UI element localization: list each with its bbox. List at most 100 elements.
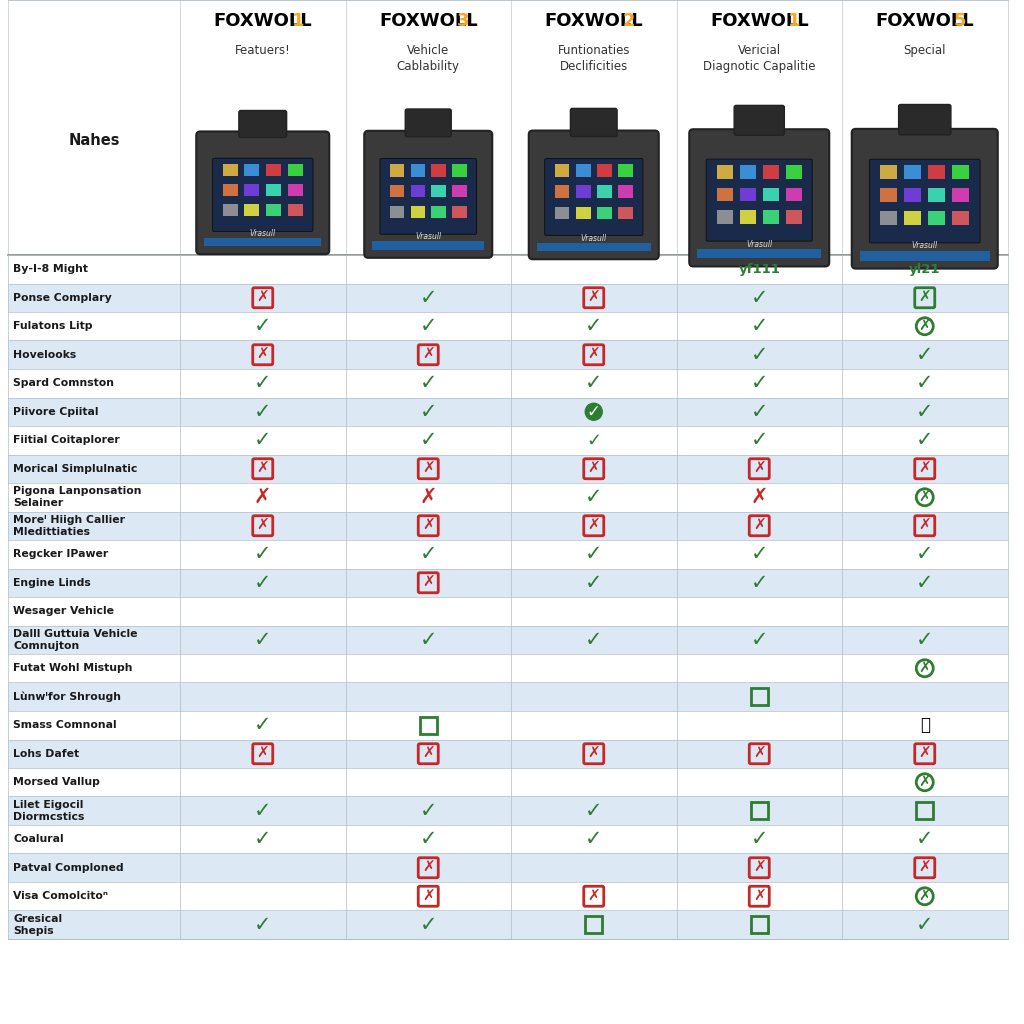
Text: ✗: ✗ <box>588 347 600 362</box>
Text: ✓: ✓ <box>254 715 271 735</box>
Bar <box>8 654 1008 683</box>
Text: ✗: ✗ <box>919 889 931 904</box>
Text: Regcker IPawer: Regcker IPawer <box>13 549 109 559</box>
Text: ✗: ✗ <box>422 347 434 362</box>
Bar <box>555 185 569 198</box>
Text: ✓: ✓ <box>916 345 934 365</box>
Text: Fiitial Coitaplorer: Fiitial Coitaplorer <box>13 435 120 445</box>
Bar <box>245 164 259 176</box>
Text: Hovelooks: Hovelooks <box>13 350 76 359</box>
Text: ✓: ✓ <box>585 572 602 593</box>
Bar <box>717 187 733 202</box>
Text: ✓: ✓ <box>254 630 271 650</box>
Bar <box>288 204 303 216</box>
Bar <box>8 455 1008 483</box>
Text: ✓: ✓ <box>916 829 934 849</box>
Text: Smass Comnonal: Smass Comnonal <box>13 720 117 730</box>
Text: Visa Comolcitoⁿ: Visa Comolcitoⁿ <box>13 891 108 901</box>
Text: ✓: ✓ <box>751 374 768 393</box>
FancyBboxPatch shape <box>239 111 287 137</box>
Text: ✗: ✗ <box>919 860 931 876</box>
Text: ✓: ✓ <box>751 829 768 849</box>
FancyBboxPatch shape <box>545 159 643 236</box>
Text: ✓: ✓ <box>420 544 437 564</box>
Text: 3: 3 <box>457 12 470 30</box>
Text: Vericial
Diagnotic Capalitie: Vericial Diagnotic Capalitie <box>703 44 815 73</box>
Text: ✗: ✗ <box>422 461 434 476</box>
Bar <box>266 184 282 196</box>
Text: Patval Comploned: Patval Comploned <box>13 863 124 872</box>
Bar <box>597 185 611 198</box>
Text: Lohs Dafet: Lohs Dafet <box>13 749 79 759</box>
Bar <box>763 187 778 202</box>
Text: ✓: ✓ <box>751 316 768 336</box>
Text: ✓: ✓ <box>420 430 437 451</box>
Text: ✗: ✗ <box>753 860 766 876</box>
Text: ✗: ✗ <box>422 518 434 534</box>
Text: ✓: ✓ <box>916 430 934 451</box>
FancyBboxPatch shape <box>852 129 997 268</box>
Bar <box>952 165 969 179</box>
Bar <box>717 210 733 224</box>
Text: ✗: ✗ <box>256 347 269 362</box>
Text: ✗: ✗ <box>919 775 931 790</box>
FancyBboxPatch shape <box>197 131 330 254</box>
Bar <box>8 312 1008 341</box>
Bar <box>8 483 1008 512</box>
Bar <box>881 165 897 179</box>
Text: Vrasull: Vrasull <box>581 233 607 243</box>
Bar <box>288 184 303 196</box>
Bar <box>785 187 802 202</box>
Bar <box>8 255 1008 284</box>
Text: ✗: ✗ <box>588 290 600 305</box>
Text: Funtionaties
Declificities: Funtionaties Declificities <box>557 44 630 73</box>
Text: ✗: ✗ <box>919 461 931 476</box>
Bar <box>8 369 1008 397</box>
Text: Gresical
Shepis: Gresical Shepis <box>13 914 62 936</box>
Text: ✓: ✓ <box>751 544 768 564</box>
Bar <box>881 211 897 225</box>
Bar <box>8 284 1008 312</box>
Text: 5: 5 <box>953 12 966 30</box>
Text: Ponse Complary: Ponse Complary <box>13 293 112 303</box>
Text: ✗: ✗ <box>919 318 931 334</box>
Bar <box>431 164 445 176</box>
Bar <box>222 164 238 176</box>
Bar <box>618 164 633 177</box>
Text: Dalll Guttuia Vehicle
Comnujton: Dalll Guttuia Vehicle Comnujton <box>13 629 137 650</box>
Text: ✓: ✓ <box>254 430 271 451</box>
Bar <box>751 688 768 706</box>
Text: ✓: ✓ <box>587 402 601 421</box>
Bar <box>222 184 238 196</box>
Bar <box>697 249 821 258</box>
Bar <box>266 204 282 216</box>
Bar <box>8 797 1008 825</box>
FancyBboxPatch shape <box>406 109 452 137</box>
Bar <box>763 210 778 224</box>
Text: ✓: ✓ <box>916 544 934 564</box>
Bar <box>751 916 768 933</box>
Text: ✓: ✓ <box>254 374 271 393</box>
FancyBboxPatch shape <box>899 104 951 135</box>
Text: FOXWOLL: FOXWOLL <box>545 12 643 30</box>
Text: Special: Special <box>903 44 946 57</box>
Text: Vrasull: Vrasull <box>911 242 938 251</box>
FancyBboxPatch shape <box>869 160 980 243</box>
Bar <box>952 188 969 202</box>
Bar <box>373 242 484 250</box>
Bar <box>8 739 1008 768</box>
Text: ✗: ✗ <box>256 290 269 305</box>
Bar <box>904 165 922 179</box>
Text: ✗: ✗ <box>919 489 931 505</box>
Text: ✗: ✗ <box>422 746 434 761</box>
Bar <box>411 185 425 198</box>
Bar <box>555 164 569 177</box>
Bar <box>904 188 922 202</box>
Text: Vrasull: Vrasull <box>415 232 441 242</box>
Text: ✓: ✓ <box>254 401 271 422</box>
FancyBboxPatch shape <box>380 159 476 234</box>
Text: ✗: ✗ <box>753 889 766 904</box>
Text: Vehicle
Cablability: Vehicle Cablability <box>396 44 460 73</box>
Bar <box>204 239 322 246</box>
Bar <box>8 341 1008 369</box>
